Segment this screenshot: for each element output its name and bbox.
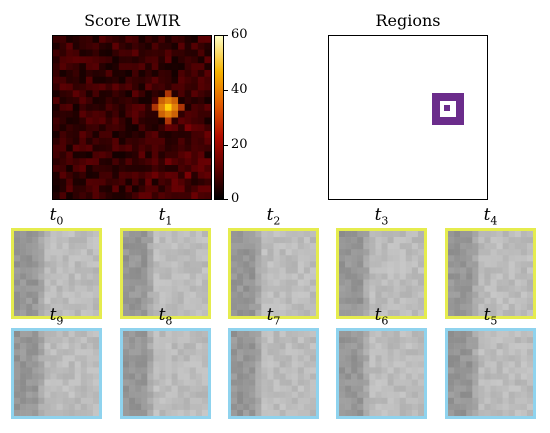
colorbar-label-20: 20	[231, 137, 248, 152]
detected-region	[432, 93, 464, 125]
score-lwir-title: Score LWIR	[84, 11, 180, 30]
patch-t8	[120, 328, 211, 419]
patch-t0	[11, 228, 102, 319]
colorbar-label-60: 60	[231, 27, 248, 42]
label-t7: t7	[266, 305, 281, 328]
label-t9: t9	[49, 305, 64, 328]
patch-t5	[445, 328, 536, 419]
patch-t2	[228, 228, 319, 319]
label-t8: t8	[158, 305, 173, 328]
colorbar-tick	[224, 199, 228, 200]
patch-t3	[336, 228, 427, 319]
heatmap-cells	[53, 36, 212, 200]
regions-title: Regions	[375, 11, 441, 30]
label-t3: t3	[374, 205, 389, 228]
label-t5: t5	[483, 305, 498, 328]
patch-t9	[11, 328, 102, 419]
patch-t7	[228, 328, 319, 419]
region-center	[444, 105, 450, 111]
patch-t6	[336, 328, 427, 419]
colorbar-tick	[224, 90, 228, 91]
patch-t4	[445, 228, 536, 319]
colorbar-label-40: 40	[231, 82, 248, 97]
colorbar	[214, 35, 224, 200]
colorbar-tick	[224, 145, 228, 146]
label-t0: t0	[49, 205, 64, 228]
regions-map	[328, 35, 488, 200]
score-heatmap	[52, 35, 212, 200]
label-t6: t6	[374, 305, 389, 328]
patch-t1	[120, 228, 211, 319]
colorbar-label-0: 0	[231, 191, 240, 206]
label-t1: t1	[158, 205, 173, 228]
label-t2: t2	[266, 205, 281, 228]
colorbar-tick	[224, 35, 228, 36]
label-t4: t4	[483, 205, 498, 228]
